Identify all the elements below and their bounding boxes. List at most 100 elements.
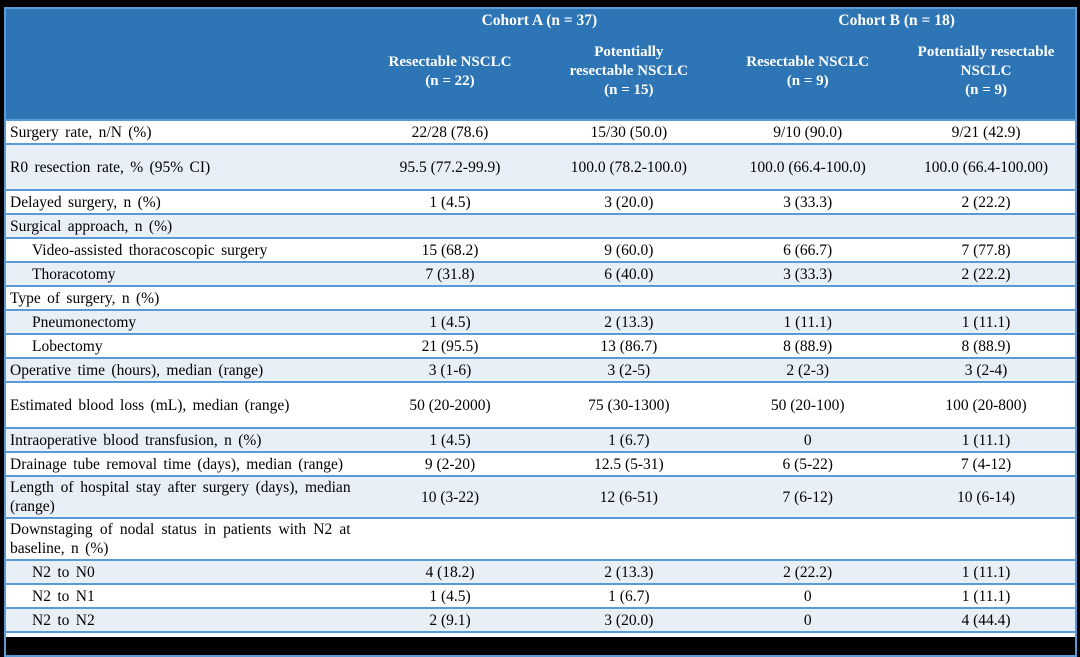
cell-value: 10 (6-14) <box>897 475 1076 518</box>
cell-value: 1 (6.7) <box>539 583 719 608</box>
table-row: N2 to N2 2 (9.1) 3 (20.0) 0 4 (44.4) <box>5 607 1076 632</box>
cell-value: 2 (22.2) <box>718 559 898 584</box>
table-row: N2 to N1 1 (4.5) 1 (6.7) 0 1 (11.1) <box>5 583 1076 608</box>
row-label: Surgical complications, n (%) <box>5 631 361 656</box>
table-row: Pneumonectomy 1 (4.5) 2 (13.3) 1 (11.1) 1 (1… <box>5 309 1076 334</box>
table-row: Operative time (hours), median (range) 3 … <box>5 357 1076 382</box>
cell-value: 7 (77.8) <box>897 237 1076 262</box>
cell-value: 2 (13.3) <box>539 559 719 584</box>
cell-value: 4 (18.2) <box>360 559 540 584</box>
cell-value <box>539 517 719 560</box>
cell-value <box>718 517 898 560</box>
cell-value: 2 (13.3) <box>539 309 719 334</box>
table-row: Drainage tube removal time (days), media… <box>5 451 1076 476</box>
row-label: Pneumonectomy <box>5 309 361 334</box>
cell-value: 2 (2-3) <box>718 357 898 382</box>
cell-value: 7 (31.8) <box>360 261 540 286</box>
cohort-a-header: Cohort A (n = 37) <box>360 8 719 32</box>
cell-value: 0 <box>718 631 898 656</box>
cell-value: 9/21 (42.9) <box>897 119 1076 144</box>
cell-value: 75 (30-1300) <box>539 381 719 428</box>
cell-value <box>360 517 540 560</box>
cell-value: 21 (95.5) <box>360 333 540 358</box>
cell-value: 8 (88.9) <box>718 333 898 358</box>
cell-value: 2 (22.2) <box>897 189 1076 214</box>
row-label: Intraoperative blood transfusion, n (%) <box>5 427 361 452</box>
col-header-cohort-a-resectable: Resectable NSCLC (n = 22) <box>360 32 540 120</box>
table-row: Downstaging of nodal status in patients … <box>5 517 1076 560</box>
cell-value <box>718 213 898 238</box>
row-label: Downstaging of nodal status in patients … <box>5 517 361 560</box>
header-spacer <box>5 8 361 32</box>
cell-value: 1 (11.1) <box>718 309 898 334</box>
cell-value: 15 (68.2) <box>360 237 540 262</box>
row-label: Surgical approach, n (%) <box>5 213 361 238</box>
table-header: Cohort A (n = 37) Cohort B (n = 18) Rese… <box>5 8 1076 120</box>
table-row: Thoracotomy 7 (31.8) 6 (40.0) 3 (33.3) 2 (22… <box>5 261 1076 286</box>
table-row: Estimated blood loss (mL), median (range… <box>5 381 1076 428</box>
cell-value: 0 <box>718 607 898 632</box>
table-row: Surgery rate, n/N (%) 22/28 (78.6) 15/30 (… <box>5 119 1076 144</box>
cell-value <box>897 517 1076 560</box>
cell-value: 1 (4.5) <box>360 631 540 656</box>
cell-value: 3 (2-4) <box>897 357 1076 382</box>
row-label: Lobectomy <box>5 333 361 358</box>
cell-value: 22/28 (78.6) <box>360 119 540 144</box>
table-row: R0 resection rate, % (95% CI) 95.5 (77.2-… <box>5 143 1076 190</box>
cell-value: 15/30 (50.0) <box>539 119 719 144</box>
cell-value: 7 (4-12) <box>897 451 1076 476</box>
row-label: N2 to N1 <box>5 583 361 608</box>
cell-value: 3 (20.0) <box>539 189 719 214</box>
table-row: Lobectomy 21 (95.5) 13 (86.7) 8 (88.9) 8 (88… <box>5 333 1076 358</box>
cell-value: 7 (6-12) <box>718 475 898 518</box>
row-label: Length of hospital stay after surgery (d… <box>5 475 361 518</box>
cell-value: 3 (20.0) <box>539 631 719 656</box>
row-label: Thoracotomy <box>5 261 361 286</box>
cell-value <box>897 285 1076 310</box>
cohort-b-header: Cohort B (n = 18) <box>718 8 1076 32</box>
cell-value <box>360 213 540 238</box>
cell-value: 2 (22.2) <box>897 261 1076 286</box>
row-label: Estimated blood loss (mL), median (range… <box>5 381 361 428</box>
cell-value: 0 <box>897 631 1076 656</box>
cell-value: 12.5 (5-31) <box>539 451 719 476</box>
cell-value: 100 (20-800) <box>897 381 1076 428</box>
cell-value: 1 (4.5) <box>360 427 540 452</box>
cell-value <box>539 213 719 238</box>
cell-value <box>718 285 898 310</box>
cell-value: 12 (6-51) <box>539 475 719 518</box>
cell-value: 100.0 (66.4-100.0) <box>718 143 898 190</box>
row-label: Surgery rate, n/N (%) <box>5 119 361 144</box>
cell-value <box>360 285 540 310</box>
cell-value: 1 (11.1) <box>897 427 1076 452</box>
cell-value <box>897 213 1076 238</box>
col-header-cohort-b-resectable: Resectable NSCLC (n = 9) <box>718 32 898 120</box>
cell-value: 1 (4.5) <box>360 189 540 214</box>
row-label: R0 resection rate, % (95% CI) <box>5 143 361 190</box>
table-row: N2 to N0 4 (18.2) 2 (13.3) 2 (22.2) 1 (11.1) <box>5 559 1076 584</box>
cell-value: 3 (1-6) <box>360 357 540 382</box>
table-row: Surgical complications, n (%) 1 (4.5) 3 (2… <box>5 631 1076 656</box>
row-label: Operative time (hours), median (range) <box>5 357 361 382</box>
surgical-outcomes-table: Cohort A (n = 37) Cohort B (n = 18) Rese… <box>4 7 1077 657</box>
cell-value: 1 (6.7) <box>539 427 719 452</box>
row-label: N2 to N2 <box>5 607 361 632</box>
header-spacer-label-col <box>5 32 361 120</box>
cell-value: 2 (9.1) <box>360 607 540 632</box>
cell-value: 50 (20-2000) <box>360 381 540 428</box>
column-header-row: Resectable NSCLC (n = 22) Potentially re… <box>5 32 1076 120</box>
cell-value: 1 (11.1) <box>897 583 1076 608</box>
cell-value: 6 (66.7) <box>718 237 898 262</box>
cell-value: 100.0 (78.2-100.0) <box>539 143 719 190</box>
table-frame: Cohort A (n = 37) Cohort B (n = 18) Rese… <box>4 7 1077 657</box>
table-row: Video-assisted thoracoscopic surgery 15 (… <box>5 237 1076 262</box>
cell-value: 100.0 (66.4-100.00) <box>897 143 1076 190</box>
cell-value: 0 <box>718 427 898 452</box>
cell-value: 0 <box>718 583 898 608</box>
table-row: Delayed surgery, n (%) 1 (4.5) 3 (20.0) 3 (… <box>5 189 1076 214</box>
cell-value: 13 (86.7) <box>539 333 719 358</box>
cell-value: 8 (88.9) <box>897 333 1076 358</box>
cell-value: 1 (11.1) <box>897 559 1076 584</box>
table-row: Length of hospital stay after surgery (d… <box>5 475 1076 518</box>
cell-value: 95.5 (77.2-99.9) <box>360 143 540 190</box>
